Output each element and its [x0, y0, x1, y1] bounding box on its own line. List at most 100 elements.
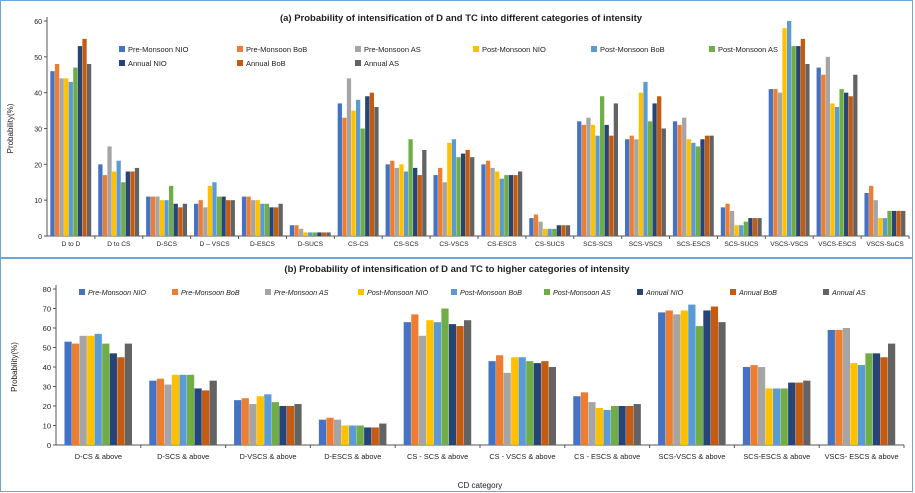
bar-annual-as-0 [86, 64, 92, 236]
bar-pre-monsoon-bob-0 [54, 64, 60, 236]
bar-post-monsoon-as-3 [356, 425, 364, 445]
bar-annual-as-13 [709, 135, 714, 236]
bar-annual-as-7 [422, 150, 427, 236]
bar-pre-monsoon-bob-3 [198, 200, 203, 236]
bar-pre-monsoon-bob-6 [342, 117, 347, 236]
bar-annual-as-1 [209, 380, 217, 445]
y-tick-label: 20 [34, 162, 42, 169]
bar-annual-nio-5 [317, 232, 322, 236]
bar-annual-bob-7 [710, 306, 719, 445]
bar-annual-bob-7 [417, 175, 422, 236]
bar-annual-nio-10 [556, 225, 561, 236]
bar-pre-monsoon-bob-9 [485, 160, 491, 236]
bar-post-monsoon-as-12 [647, 121, 653, 236]
bar-post-monsoon-as-2 [169, 185, 174, 236]
legend-label-5: Post-Monsoon AS [553, 288, 611, 297]
bar-pre-monsoon-as-3 [333, 419, 342, 445]
bar-pre-monsoon-nio-2 [234, 400, 242, 445]
bar-annual-nio-14 [748, 218, 753, 236]
bar-pre-monsoon-as-6 [346, 78, 352, 236]
bar-annual-as-4 [278, 203, 283, 236]
bar-pre-monsoon-bob-14 [725, 203, 730, 236]
legend-swatch-2 [355, 46, 361, 52]
bar-pre-monsoon-as-5 [298, 228, 304, 236]
bar-pre-monsoon-as-8 [757, 367, 766, 445]
bar-post-monsoon-bob-15 [786, 21, 792, 236]
bar-post-monsoon-as-0 [102, 343, 110, 445]
bar-annual-as-9 [517, 171, 523, 236]
bar-post-monsoon-bob-3 [349, 425, 357, 445]
legend-label-7: Annual BoB [738, 288, 777, 297]
legend-label-0: Pre-Monsoon NIO [88, 288, 146, 297]
bar-annual-bob-6 [369, 92, 374, 237]
bar-post-monsoon-nio-7 [399, 164, 404, 236]
y-tick-label: 80 [43, 285, 51, 294]
legend-swatch-5 [544, 289, 550, 295]
bar-annual-nio-0 [77, 46, 83, 237]
bar-post-monsoon-as-4 [264, 203, 270, 236]
bar-pre-monsoon-as-1 [107, 146, 112, 236]
bar-post-monsoon-as-8 [456, 157, 461, 236]
bar-post-monsoon-bob-8 [451, 139, 457, 236]
bar-annual-bob-12 [657, 96, 662, 236]
bar-pre-monsoon-bob-17 [869, 185, 874, 236]
bar-pre-monsoon-bob-3 [326, 417, 334, 445]
bar-annual-as-12 [661, 128, 666, 236]
bar-pre-monsoon-nio-13 [672, 121, 678, 236]
bar-pre-monsoon-as-7 [673, 314, 681, 445]
bar-post-monsoon-nio-0 [64, 78, 69, 236]
bar-pre-monsoon-as-9 [490, 167, 495, 236]
bar-annual-nio-3 [364, 427, 372, 445]
legend-label-1: Pre-Monsoon BoB [246, 45, 307, 54]
bar-annual-bob-11 [609, 135, 614, 236]
bar-annual-as-6 [633, 404, 641, 445]
y-tick-label: 50 [34, 55, 42, 62]
bar-pre-monsoon-as-9 [842, 328, 850, 445]
bar-annual-as-2 [294, 404, 302, 445]
bar-post-monsoon-as-0 [73, 67, 78, 236]
bar-pre-monsoon-bob-2 [241, 398, 249, 445]
bar-post-monsoon-as-6 [360, 128, 365, 236]
bar-annual-nio-13 [700, 139, 705, 236]
bar-post-monsoon-nio-7 [680, 310, 688, 445]
bar-annual-bob-0 [117, 357, 125, 445]
bar-post-monsoon-as-6 [610, 406, 619, 445]
x-tick-label: D-ESCS & above [324, 452, 381, 461]
bar-post-monsoon-bob-1 [116, 160, 121, 236]
bar-post-monsoon-bob-4 [433, 322, 442, 445]
bar-annual-as-4 [463, 320, 472, 445]
bar-post-monsoon-bob-9 [499, 178, 504, 236]
bar-post-monsoon-bob-7 [403, 171, 409, 236]
legend-swatch-7 [237, 60, 243, 66]
bar-post-monsoon-bob-0 [68, 81, 73, 237]
bar-post-monsoon-as-9 [504, 175, 509, 236]
y-axis-label: Probability(%) [10, 342, 19, 392]
x-tick-label: VSCS- ESCS & above [825, 452, 899, 461]
x-tick-label: D – VSCS [200, 241, 231, 248]
chart-panel-b: (b) Probability of intensification of D … [0, 258, 913, 492]
x-tick-label: CS-SCS [394, 241, 420, 248]
legend-label-4: Post-Monsoon BoB [460, 288, 522, 297]
bar-annual-bob-5 [321, 232, 327, 236]
bar-post-monsoon-as-15 [791, 46, 796, 237]
bar-annual-bob-8 [465, 150, 470, 236]
legend-label-8: Annual AS [831, 288, 866, 297]
bar-post-monsoon-bob-14 [739, 225, 744, 236]
bar-pre-monsoon-nio-2 [146, 196, 151, 236]
x-tick-label: CS-ESCS [487, 241, 517, 248]
bar-annual-nio-17 [891, 210, 897, 236]
bar-post-monsoon-as-7 [695, 326, 704, 445]
bar-pre-monsoon-bob-11 [581, 124, 586, 236]
bar-annual-nio-2 [279, 406, 287, 445]
bar-annual-nio-2 [173, 203, 178, 236]
bar-post-monsoon-nio-10 [542, 228, 548, 236]
bar-pre-monsoon-bob-0 [72, 343, 80, 445]
bar-pre-monsoon-bob-7 [665, 310, 673, 445]
legend-swatch-6 [637, 289, 643, 295]
bar-post-monsoon-bob-3 [212, 182, 217, 236]
bar-pre-monsoon-as-13 [682, 117, 687, 236]
bar-annual-as-8 [470, 157, 475, 236]
bar-annual-as-11 [613, 103, 619, 237]
bar-pre-monsoon-nio-16 [816, 67, 821, 236]
bar-post-monsoon-as-1 [186, 374, 195, 445]
